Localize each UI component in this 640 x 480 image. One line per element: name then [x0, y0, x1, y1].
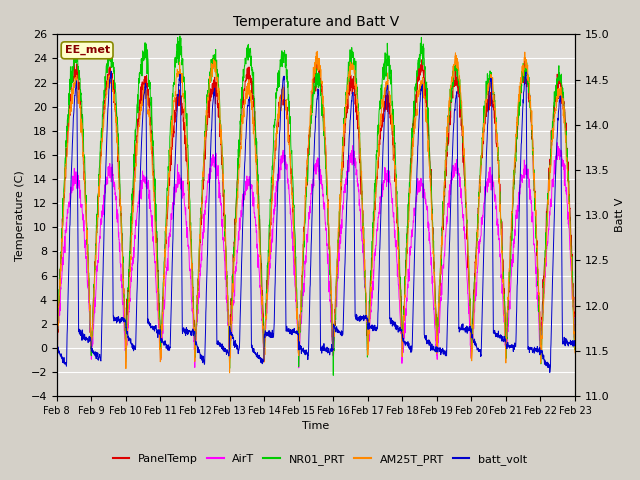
Title: Temperature and Batt V: Temperature and Batt V — [233, 15, 399, 29]
Y-axis label: Temperature (C): Temperature (C) — [15, 170, 25, 261]
X-axis label: Time: Time — [302, 421, 330, 432]
Y-axis label: Batt V: Batt V — [615, 198, 625, 232]
Legend: PanelTemp, AirT, NR01_PRT, AM25T_PRT, batt_volt: PanelTemp, AirT, NR01_PRT, AM25T_PRT, ba… — [108, 450, 532, 469]
Text: EE_met: EE_met — [65, 45, 109, 56]
